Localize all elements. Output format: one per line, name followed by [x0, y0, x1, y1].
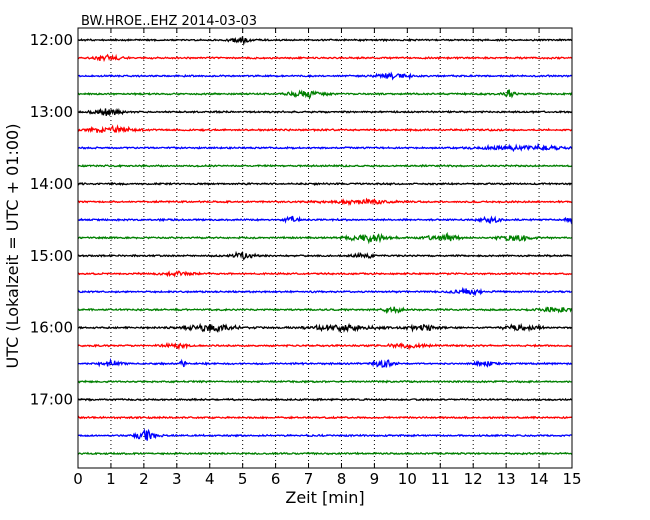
- trace-1500: [78, 250, 573, 261]
- trace-1445: [77, 231, 573, 245]
- trace-1745: [77, 451, 573, 456]
- x-axis-label: Zeit [min]: [285, 488, 364, 507]
- plot-frame: [77, 27, 573, 469]
- x-tick-label-14: 14: [530, 470, 549, 488]
- x-tick-label-10: 10: [398, 470, 417, 488]
- x-tick-label-2: 2: [139, 470, 149, 488]
- x-tick-label-13: 13: [497, 470, 516, 488]
- trace-1400: [77, 181, 573, 187]
- y-tick-label-1400: 14:00: [30, 175, 73, 193]
- trace-1530: [77, 286, 573, 297]
- chart-title: BW.HROE..EHZ 2014-03-03: [81, 14, 257, 29]
- trace-1415: [77, 197, 573, 207]
- y-axis-label: UTC (Lokalzeit = UTC + 01:00): [3, 124, 22, 369]
- y-tick-label-1500: 15:00: [30, 247, 73, 265]
- x-tick-label-9: 9: [370, 470, 380, 488]
- trace-1215: [77, 53, 573, 63]
- x-tick-label-0: 0: [73, 470, 83, 488]
- x-tick-label-4: 4: [205, 470, 215, 488]
- x-tick-label-8: 8: [337, 470, 347, 488]
- x-tick-label-11: 11: [431, 470, 450, 488]
- y-tick-label-1300: 13:00: [30, 103, 73, 121]
- y-tick-label-1600: 16:00: [30, 319, 73, 337]
- x-tick-label-15: 15: [562, 470, 581, 488]
- trace-1730: [77, 428, 573, 441]
- trace-1315: [77, 124, 573, 134]
- trace-1330: [77, 142, 573, 153]
- trace-1230: [77, 71, 573, 81]
- y-tick-label-1200: 12:00: [30, 31, 73, 49]
- trace-1345: [77, 163, 573, 169]
- trace-1615: [77, 341, 573, 351]
- trace-1200: [77, 36, 572, 46]
- trace-1700: [77, 397, 573, 402]
- trace-1430: [77, 215, 573, 225]
- trace-1515: [77, 270, 573, 278]
- trace-1545: [77, 306, 573, 315]
- grid-lines: [110, 28, 540, 468]
- trace-1300: [77, 107, 573, 117]
- x-tick-label-1: 1: [106, 470, 116, 488]
- seismic-traces: [77, 36, 573, 456]
- y-tick-labels: 12:00 13:00 14:00 15:00 16:00 17:00: [30, 31, 73, 409]
- trace-1715: [77, 415, 573, 420]
- x-tick-label-5: 5: [238, 470, 248, 488]
- x-tick-label-6: 6: [271, 470, 281, 488]
- y-tick-label-1700: 17:00: [30, 391, 73, 409]
- x-tick-label-3: 3: [172, 470, 182, 488]
- trace-1600: [78, 322, 573, 334]
- axis-ticks: [77, 28, 573, 468]
- trace-1630: [77, 357, 572, 368]
- x-tick-label-12: 12: [464, 470, 483, 488]
- x-tick-label-7: 7: [304, 470, 314, 488]
- trace-1245: [77, 89, 573, 100]
- trace-1645: [77, 379, 573, 384]
- x-tick-labels: 0 1 2 3 4 5 6 7 8 9 10 11 12 13 14 15: [73, 470, 581, 488]
